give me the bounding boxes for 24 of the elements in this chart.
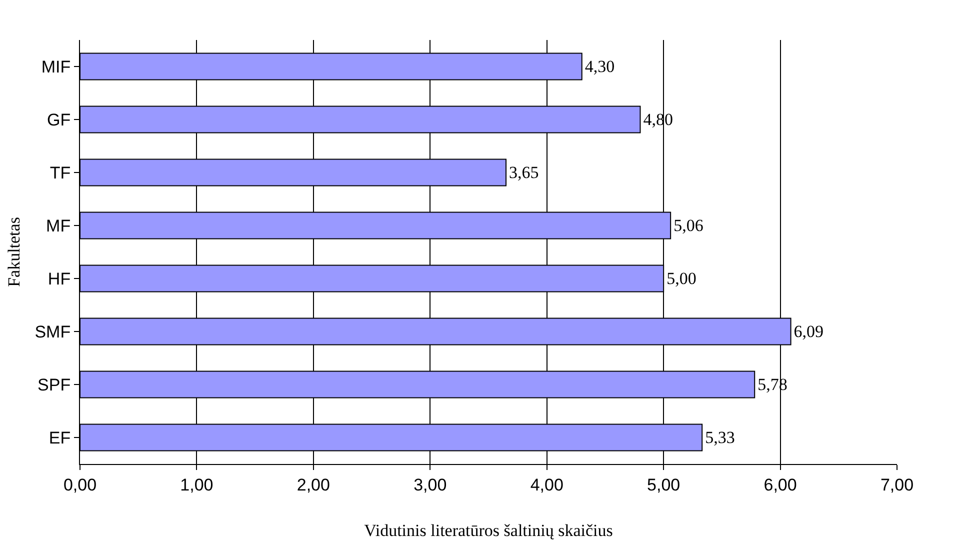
x-tick-label: 0,00 <box>63 475 97 494</box>
data-label: 6,09 <box>794 322 824 341</box>
data-label: 5,00 <box>666 269 696 288</box>
y-tick-label: MF <box>46 216 71 236</box>
data-label: 4,30 <box>584 57 615 76</box>
y-tick-label: EF <box>48 428 71 448</box>
x-tick-label: 2,00 <box>296 475 330 494</box>
x-tick-label: 6,00 <box>764 475 797 494</box>
y-tick-label: SMF <box>34 322 71 342</box>
y-tick-label: SPF <box>38 375 71 394</box>
x-tick-label: 5,00 <box>647 475 680 494</box>
data-label: 5,33 <box>705 428 735 447</box>
data-label: 5,06 <box>674 216 704 235</box>
y-tick-label: HF <box>48 269 71 288</box>
y-tick-label: TF <box>50 163 71 182</box>
y-axis-title: Fakultetas <box>4 217 24 287</box>
y-tick-label: GF <box>46 110 71 130</box>
data-label: 3,65 <box>509 163 539 182</box>
x-tick-label: 3,00 <box>414 475 447 494</box>
x-axis-title: Vidutinis literatūros šaltinių skaičius <box>364 520 613 540</box>
x-tick-label: 7,00 <box>880 475 914 494</box>
x-tick-label: 1,00 <box>180 475 214 494</box>
y-tick-label: MIF <box>41 57 71 76</box>
x-tick-label: 4,00 <box>530 475 564 494</box>
